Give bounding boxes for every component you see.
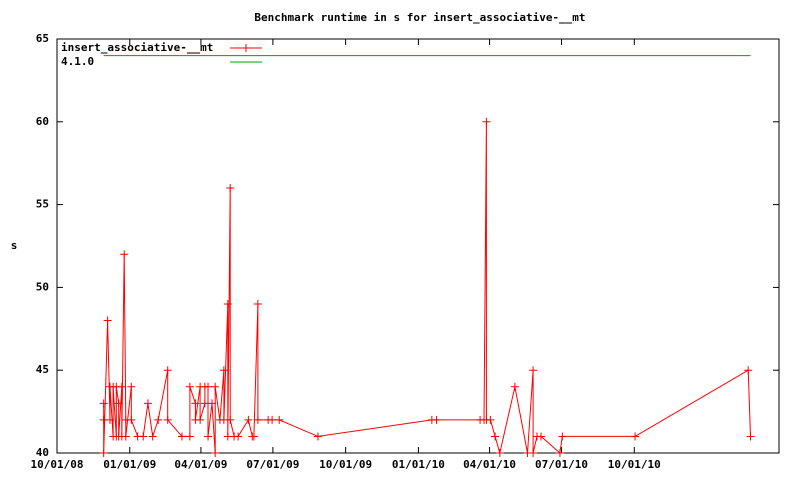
legend-marker [242, 44, 250, 52]
point-marker [120, 250, 129, 259]
x-tick-label: 04/01/10 [463, 458, 516, 471]
point-marker [529, 449, 538, 457]
point-marker [226, 415, 235, 424]
point-marker [275, 415, 284, 424]
x-tick-label: 07/01/09 [246, 458, 299, 471]
point-marker [117, 382, 126, 391]
point-marker [207, 399, 216, 408]
point-marker [234, 432, 243, 441]
point-marker [219, 366, 228, 375]
point-marker [226, 184, 235, 193]
point-marker [103, 316, 112, 325]
point-marker [163, 366, 172, 375]
y-tick-label: 65 [36, 32, 49, 45]
point-marker [249, 432, 258, 441]
point-marker [204, 432, 213, 441]
point-marker [211, 382, 220, 391]
point-marker [268, 415, 277, 424]
point-marker [185, 382, 194, 391]
point-marker [121, 432, 130, 441]
point-marker [200, 399, 209, 408]
point-marker [631, 432, 640, 441]
y-tick-label: 40 [36, 446, 49, 459]
chart-title: Benchmark runtime in s for insert_associ… [254, 11, 585, 24]
point-marker [191, 399, 200, 408]
point-marker [185, 432, 194, 441]
y-axis-label: s [11, 239, 18, 252]
point-marker [253, 299, 262, 308]
point-marker [163, 415, 172, 424]
point-marker [127, 415, 136, 424]
point-marker [432, 415, 441, 424]
point-marker [148, 432, 157, 441]
point-marker [105, 415, 114, 424]
point-marker [491, 432, 500, 441]
point-marker [99, 399, 108, 408]
point-marker [746, 432, 755, 441]
point-marker [482, 117, 491, 126]
series-line [103, 121, 751, 454]
y-tick-label: 60 [36, 115, 49, 128]
point-marker [529, 366, 538, 375]
y-tick-label: 55 [36, 198, 49, 211]
x-tick-label: 04/01/09 [174, 458, 227, 471]
point-marker [211, 449, 220, 457]
point-marker [196, 415, 205, 424]
legend-label: insert_associative-__mt [61, 41, 213, 54]
y-tick-label: 50 [36, 280, 49, 293]
point-marker [510, 382, 519, 391]
point-marker [99, 449, 108, 457]
x-tick-label: 10/01/09 [319, 458, 372, 471]
point-marker [127, 382, 136, 391]
x-tick-label: 01/01/09 [103, 458, 156, 471]
point-marker [223, 299, 232, 308]
point-marker [555, 449, 564, 457]
x-tick-label: 01/01/10 [392, 458, 445, 471]
point-marker [486, 415, 495, 424]
point-marker [143, 399, 152, 408]
point-marker [139, 432, 148, 441]
point-marker [114, 399, 123, 408]
legend-label: 4.1.0 [61, 55, 94, 68]
x-tick-label: 07/01/10 [535, 458, 588, 471]
point-marker [253, 415, 262, 424]
point-marker [177, 432, 186, 441]
point-marker [558, 432, 567, 441]
point-marker [244, 415, 253, 424]
x-tick-label: 10/01/10 [608, 458, 661, 471]
x-tick-label: 10/01/08 [31, 458, 84, 471]
point-marker [154, 415, 163, 424]
point-marker [204, 382, 213, 391]
point-marker [313, 432, 322, 441]
point-marker [744, 366, 753, 375]
point-marker [536, 432, 545, 441]
y-tick-label: 45 [36, 363, 49, 376]
point-marker [495, 449, 504, 457]
